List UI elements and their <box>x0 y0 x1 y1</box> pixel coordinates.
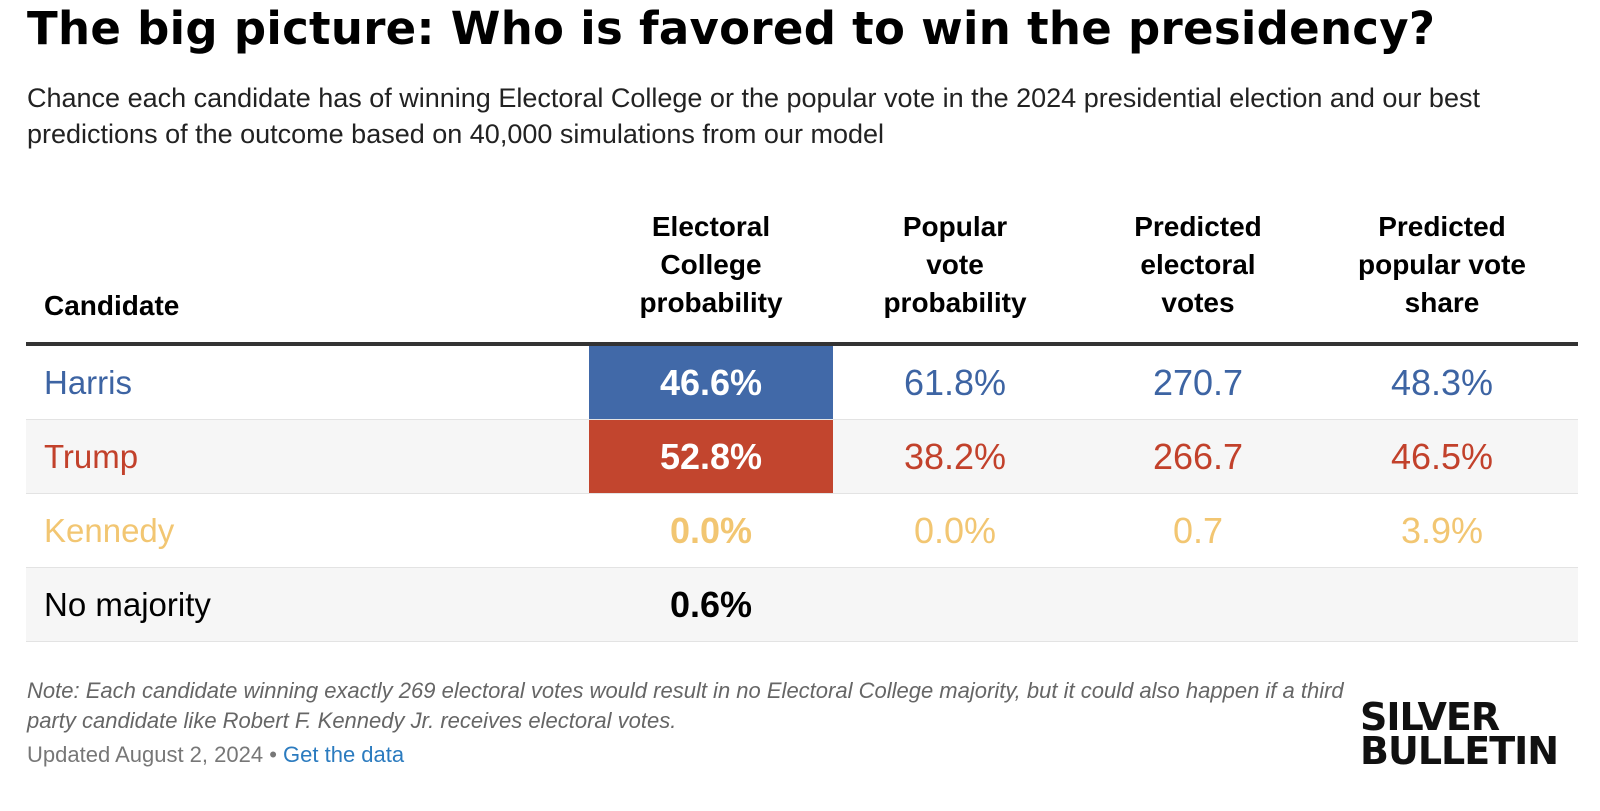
updated-date: Updated August 2, 2024 • <box>27 742 277 767</box>
popular-vote-probability-cell: 38.2% <box>903 436 1007 477</box>
chart-subtitle: Chance each candidate has of winning Ele… <box>27 83 1480 149</box>
column-header-ec-probability: Electoral College probability <box>639 211 783 318</box>
predicted-electoral-votes-cell <box>1076 568 1320 641</box>
popular-vote-probability-cell: 61.8% <box>903 362 1007 403</box>
column-header-predicted-popular-vote-share: Predicted popular vote share <box>1357 211 1526 318</box>
column-header-popular-vote-probability: Popular vote probability <box>883 211 1027 318</box>
column-header-predicted-electoral-votes: Predicted electoral votes <box>1134 211 1262 318</box>
predicted-popular-vote-share-cell: 3.9% <box>1400 510 1484 551</box>
table-body: Harris 46.6% 61.8% 270.7 48.3% Trump 52.8% 38.2… <box>26 346 1578 642</box>
predicted-popular-vote-share-cell <box>1320 568 1564 641</box>
popular-vote-probability-cell <box>833 568 1077 641</box>
table-row: Kennedy 0.0% 0.0% 0.7 3.9% <box>26 494 1578 568</box>
table-header: Candidate Electoral College probability Po… <box>26 205 1578 346</box>
ec-probability-cell: 46.6% <box>589 346 833 419</box>
predicted-electoral-votes-cell: 0.7 <box>1172 510 1224 551</box>
table-row: Trump 52.8% 38.2% 266.7 46.5% <box>26 420 1578 494</box>
popular-vote-probability-cell: 0.0% <box>913 510 997 551</box>
ec-probability-cell: 52.8% <box>589 420 833 493</box>
forecast-table: Candidate Electoral College probability Po… <box>26 205 1578 642</box>
candidate-name: Harris <box>44 364 132 401</box>
logo-line-1: SILVER <box>1360 695 1500 739</box>
chart-title: The big picture: Who is favored to win t… <box>27 2 1436 55</box>
predicted-electoral-votes-cell: 270.7 <box>1152 362 1244 403</box>
candidate-name: Trump <box>44 438 139 475</box>
logo-line-2: BULLETIN <box>1360 729 1559 773</box>
predicted-popular-vote-share-cell: 48.3% <box>1390 362 1494 403</box>
column-header-candidate: Candidate <box>44 290 180 321</box>
footnote: Note: Each candidate winning exactly 269… <box>27 678 1344 733</box>
silver-bulletin-logo: SILVER BULLETIN <box>1360 695 1560 773</box>
table-row: Harris 46.6% 61.8% 270.7 48.3% <box>26 346 1578 420</box>
get-the-data-link[interactable]: Get the data <box>283 742 405 767</box>
updated-line: Updated August 2, 2024 • Get the data <box>27 742 404 768</box>
candidate-name: No majority <box>44 586 211 623</box>
predicted-popular-vote-share-cell: 46.5% <box>1390 436 1494 477</box>
ec-probability-cell: 0.6% <box>669 584 753 625</box>
predicted-electoral-votes-cell: 266.7 <box>1152 436 1244 477</box>
table-row: No majority 0.6% <box>26 568 1578 642</box>
ec-probability-cell: 0.0% <box>669 510 753 551</box>
candidate-name: Kennedy <box>44 512 175 549</box>
